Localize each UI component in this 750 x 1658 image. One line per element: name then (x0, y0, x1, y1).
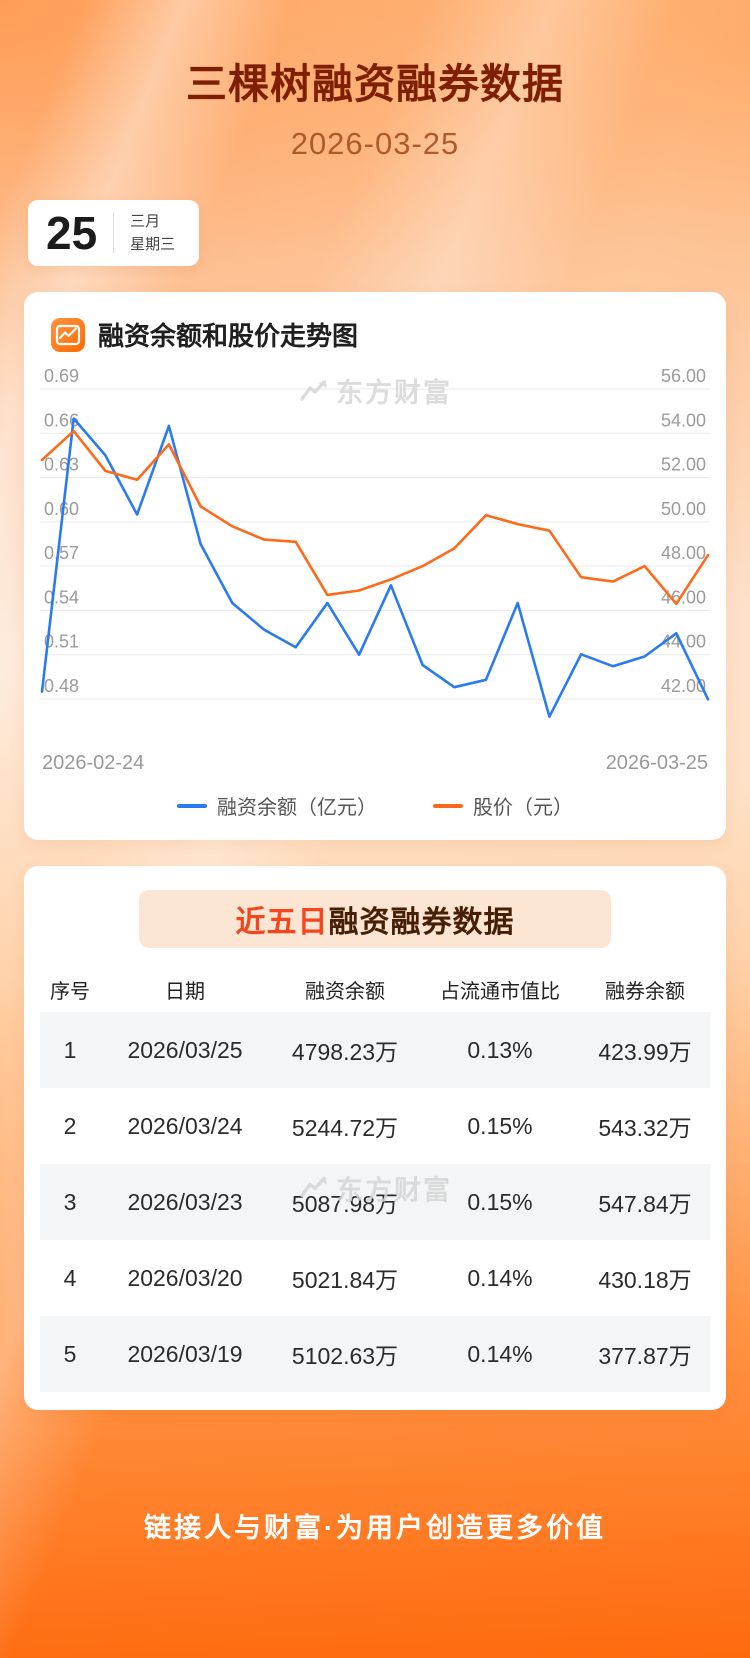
svg-text:50.00: 50.00 (661, 499, 706, 519)
table-column-header: 融券余额 (605, 980, 685, 1003)
footer-slogan: 链接人与财富·为用户创造更多价值 (144, 1513, 606, 1543)
table-cell: 430.18万 (598, 1267, 692, 1293)
table-cell: 5244.72万 (291, 1115, 399, 1141)
table-row: 1 2026/03/25 4798.23万 0.13% 423.99万 (40, 1012, 710, 1088)
svg-text:0.69: 0.69 (44, 366, 79, 386)
table-column-header: 序号 (50, 980, 90, 1003)
table-cell: 2026/03/24 (127, 1112, 243, 1139)
x-axis-end-label: 2026-03-25 (605, 752, 708, 774)
table-row: 2 2026/03/24 5244.72万 0.15% 543.32万 (40, 1088, 710, 1164)
table-cell: 2026/03/20 (127, 1264, 243, 1291)
table-cell: 5 (63, 1340, 77, 1367)
svg-text:0.48: 0.48 (44, 676, 79, 696)
table-cell: 2026/03/23 (127, 1188, 243, 1215)
x-axis-start-label: 2026-02-24 (42, 752, 145, 774)
legend-item: 融资余额（亿元） (177, 791, 377, 820)
table-cell: 423.99万 (598, 1039, 692, 1065)
table-row: 5 2026/03/19 5102.63万 0.14% 377.87万 (40, 1316, 710, 1392)
trend-chart-icon (50, 317, 86, 353)
svg-text:52.00: 52.00 (661, 455, 706, 475)
legend-label: 融资余额（亿元） (217, 797, 377, 819)
table-cell: 5021.84万 (291, 1267, 399, 1293)
table-column-header: 融资余额 (305, 980, 385, 1003)
svg-text:54.00: 54.00 (661, 410, 706, 430)
table-row: 3 2026/03/23 5087.98万 0.15% 547.84万 (40, 1164, 710, 1240)
page-date: 2026-03-25 (290, 126, 460, 161)
x-axis-labels: 2026-02-24 2026-03-25 (40, 752, 710, 775)
svg-text:48.00: 48.00 (661, 543, 706, 563)
trend-chart: 0.69 56.00 0.66 54.00 0.63 52.00 0.60 50.00 0.57… (40, 366, 710, 719)
table-cell: 3 (63, 1188, 77, 1215)
table-cell: 0.15% (467, 1188, 533, 1215)
legend-marker (177, 803, 207, 808)
svg-text:42.00: 42.00 (661, 676, 706, 696)
chart-header: 融资余额和股价走势图 (40, 316, 710, 353)
table-cell: 547.84万 (598, 1191, 692, 1217)
legend-label: 股价（元） (473, 797, 573, 819)
calendar-day: 25 (46, 207, 98, 259)
badge-title: 融资融券数据 (328, 906, 515, 939)
table-card: 近五日 融资融券数据 东方财富 序号 日期 融资余额 占流通市值比 融券余额 1 2026/… (24, 866, 726, 1410)
margin-data-table: 序号 日期 融资余额 占流通市值比 融券余额 1 2026/03/25 4798.23万 0.… (40, 966, 710, 1392)
calendar-card: 25 三月 星期三 (28, 200, 200, 266)
table-cell: 0.13% (467, 1036, 533, 1063)
table-cell: 1 (63, 1036, 77, 1063)
calendar-weekday: 星期三 (130, 236, 176, 253)
table-cell: 0.14% (467, 1340, 533, 1367)
table-cell: 543.32万 (598, 1115, 692, 1141)
legend-item: 股价（元） (433, 791, 573, 820)
table-header: 序号 日期 融资余额 占流通市值比 融券余额 (40, 966, 710, 1012)
table-cell: 2026/03/25 (127, 1036, 243, 1063)
legend-marker (433, 803, 463, 808)
chart-card: 融资余额和股价走势图 东方财富 0.69 56.00 0.66 54.00 0.63 52… (24, 292, 726, 840)
table-column-header: 占流通市值比 (440, 980, 560, 1003)
table-title-badge: 近五日 融资融券数据 (139, 890, 611, 948)
svg-text:0.63: 0.63 (44, 455, 79, 475)
svg-text:46.00: 46.00 (661, 587, 706, 607)
svg-text:0.54: 0.54 (44, 587, 79, 607)
svg-text:0.57: 0.57 (44, 543, 79, 563)
table-cell: 0.14% (467, 1264, 533, 1291)
chart-title: 融资余额和股价走势图 (98, 321, 359, 351)
svg-text:0.66: 0.66 (44, 410, 79, 430)
chart-area: 东方财富 0.69 56.00 0.66 54.00 0.63 52.00 0.60 50.0… (40, 363, 710, 820)
svg-text:56.00: 56.00 (661, 366, 706, 386)
table-row: 4 2026/03/20 5021.84万 0.14% 430.18万 (40, 1240, 710, 1316)
table-cell: 2 (63, 1112, 77, 1139)
table-cell: 5087.98万 (291, 1191, 399, 1217)
chart-legend: 融资余额（亿元） 股价（元） (40, 791, 710, 820)
table-cell: 2026/03/19 (127, 1340, 243, 1367)
page-title: 三棵树融资融券数据 (186, 61, 564, 107)
svg-text:0.51: 0.51 (44, 632, 79, 652)
table-column-header: 日期 (165, 980, 205, 1003)
table-cell: 0.15% (467, 1112, 533, 1139)
table-cell: 4 (63, 1264, 77, 1291)
badge-highlight: 近五日 (235, 906, 329, 939)
table-area: 东方财富 序号 日期 融资余额 占流通市值比 融券余额 1 2026/03/25 4798.… (40, 966, 710, 1392)
calendar-month: 三月 (130, 212, 161, 230)
calendar-divider (113, 213, 115, 253)
table-cell: 377.87万 (598, 1343, 692, 1369)
table-cell: 4798.23万 (291, 1039, 399, 1065)
svg-text:0.60: 0.60 (44, 499, 79, 519)
table-cell: 5102.63万 (291, 1343, 399, 1369)
